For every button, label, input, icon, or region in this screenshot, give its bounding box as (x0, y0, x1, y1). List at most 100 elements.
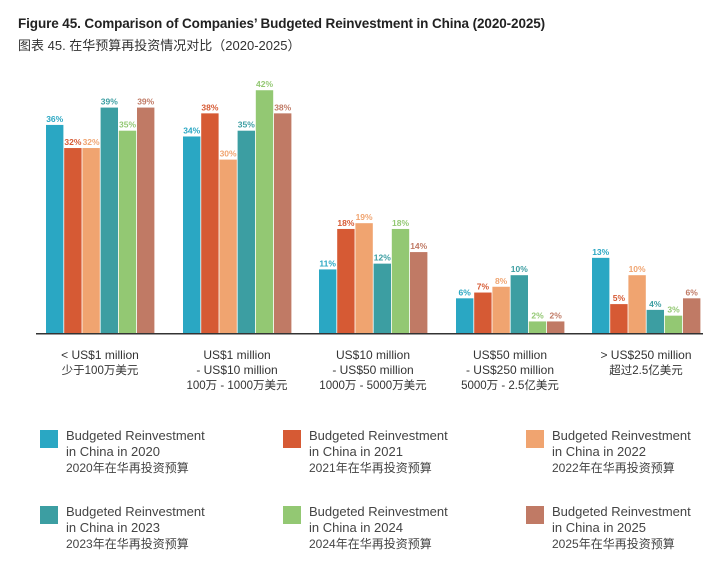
legend-label-zh: 2020年在华再投资预算 (66, 461, 189, 475)
data-label: 30% (220, 149, 237, 159)
x-tick-label: - US$10 million (196, 363, 277, 377)
bar-2022-cat-1 (219, 159, 237, 333)
legend-item-2023: Budgeted Reinvestment in China in 2023 202… (40, 504, 240, 560)
bar-2020-cat-1 (183, 136, 201, 333)
bar-2022-cat-2 (355, 223, 373, 333)
bar-2024-cat-0 (118, 130, 137, 333)
legend-label-zh: 2021年在华再投资预算 (309, 461, 432, 475)
data-label: 6% (459, 287, 472, 297)
data-label: 10% (629, 264, 646, 274)
bar-2025-cat-4 (683, 298, 701, 333)
data-label: 39% (101, 97, 118, 107)
bar-2024-cat-1 (255, 90, 274, 334)
legend-swatch (40, 430, 58, 448)
legend-label-en: Budgeted Reinvestment (66, 428, 205, 443)
legend-item-2021: Budgeted Reinvestment in China in 2021 202… (283, 428, 483, 484)
data-label: 18% (337, 218, 354, 228)
bar-2023-cat-4 (646, 309, 664, 333)
bar-2022-cat-3 (492, 286, 510, 333)
x-tick-label-zh: 100万 - 1000万美元 (187, 378, 288, 392)
bar-2024-cat-3 (528, 321, 547, 333)
legend-swatch (40, 506, 58, 524)
bar-2021-cat-1 (201, 113, 219, 333)
x-tick-label: US$50 million (473, 348, 547, 362)
data-label: 34% (183, 125, 200, 135)
legend-label-en: in China in 2022 (552, 444, 646, 459)
legend-label-en: in China in 2021 (309, 444, 403, 459)
data-label: 36% (46, 114, 63, 124)
legend-text: Budgeted Reinvestment in China in 2025 202… (552, 504, 691, 552)
data-label: 42% (256, 79, 273, 89)
data-label: 6% (686, 287, 699, 297)
bar-2021-cat-3 (474, 292, 492, 333)
data-label: 13% (592, 247, 609, 257)
bar-2020-cat-4 (592, 257, 610, 333)
legend-label-en: Budgeted Reinvestment (309, 428, 448, 443)
legend-text: Budgeted Reinvestment in China in 2024 202… (309, 504, 448, 552)
bar-2024-cat-4 (664, 315, 683, 333)
legend-item-2024: Budgeted Reinvestment in China in 2024 202… (283, 504, 483, 560)
data-label: 2% (531, 310, 544, 320)
x-tick-label-zh: 超过2.5亿美元 (609, 363, 683, 377)
data-label: 38% (274, 102, 291, 112)
legend-swatch (526, 506, 544, 524)
legend-label-zh: 2022年在华再投资预算 (552, 461, 675, 475)
x-tick-label-zh: 5000万 - 2.5亿美元 (461, 378, 559, 392)
legend-label-en: Budgeted Reinvestment (552, 428, 691, 443)
x-tick-label: < US$1 million (61, 348, 139, 362)
legend-item-2022: Budgeted Reinvestment in China in 2022 202… (526, 428, 726, 484)
chart-title: Figure 45. Comparison of Companies’ Budg… (18, 16, 546, 31)
legend-swatch (526, 430, 544, 448)
bar-2020-cat-0 (46, 124, 64, 333)
bar-2023-cat-1 (237, 130, 255, 333)
legend-label-zh: 2024年在华再投资预算 (309, 537, 432, 551)
data-label: 32% (83, 137, 100, 147)
bar-2021-cat-0 (64, 148, 82, 333)
x-tick-label: - US$50 million (332, 363, 413, 377)
data-label: 11% (319, 258, 336, 268)
data-label: 39% (137, 97, 154, 107)
x-tick-label: > US$250 million (600, 348, 691, 362)
x-tick-label-zh: 1000万 - 5000万美元 (319, 378, 427, 392)
bar-2025-cat-2 (410, 252, 428, 333)
bar-2023-cat-0 (100, 107, 118, 333)
bar-2025-cat-3 (547, 321, 565, 333)
data-label: 2% (550, 310, 563, 320)
data-label: 8% (495, 276, 508, 286)
legend-text: Budgeted Reinvestment in China in 2021 202… (309, 428, 448, 476)
legend-label-en: in China in 2020 (66, 444, 160, 459)
bar-2020-cat-3 (456, 298, 474, 333)
legend-label-en: Budgeted Reinvestment (552, 504, 691, 519)
legend-text: Budgeted Reinvestment in China in 2023 202… (66, 504, 205, 552)
legend-text: Budgeted Reinvestment in China in 2020 202… (66, 428, 205, 476)
x-tick-label-zh: 少于100万美元 (62, 363, 139, 377)
data-label: 3% (667, 305, 680, 315)
chart-subtitle: 图表 45. 在华预算再投资情况对比（2020-2025） (18, 38, 301, 53)
data-label: 5% (613, 293, 626, 303)
legend-label-en: in China in 2023 (66, 520, 160, 535)
bar-2025-cat-0 (137, 107, 155, 333)
data-label: 38% (201, 102, 218, 112)
legend-item-2020: Budgeted Reinvestment in China in 2020 202… (40, 428, 240, 484)
bar-2023-cat-3 (510, 275, 528, 333)
legend-label-en: Budgeted Reinvestment (309, 504, 448, 519)
data-label: 18% (392, 218, 409, 228)
data-label: 10% (511, 264, 528, 274)
x-tick-label: US$1 million (203, 348, 270, 362)
legend-label-en: Budgeted Reinvestment (66, 504, 205, 519)
x-tick-label: US$10 million (336, 348, 410, 362)
bar-2021-cat-2 (337, 228, 355, 333)
legend-swatch (283, 430, 301, 448)
bar-2025-cat-1 (274, 113, 292, 333)
bar-2022-cat-0 (82, 148, 100, 333)
data-label: 14% (410, 241, 427, 251)
legend-text: Budgeted Reinvestment in China in 2022 202… (552, 428, 691, 476)
data-label: 35% (119, 120, 136, 130)
bar-2020-cat-2 (319, 269, 337, 333)
bar-2024-cat-2 (391, 228, 410, 333)
legend-item-2025: Budgeted Reinvestment in China in 2025 202… (526, 504, 726, 560)
legend-label-en: in China in 2024 (309, 520, 403, 535)
x-tick-label: - US$250 million (466, 363, 554, 377)
data-label: 32% (64, 137, 81, 147)
